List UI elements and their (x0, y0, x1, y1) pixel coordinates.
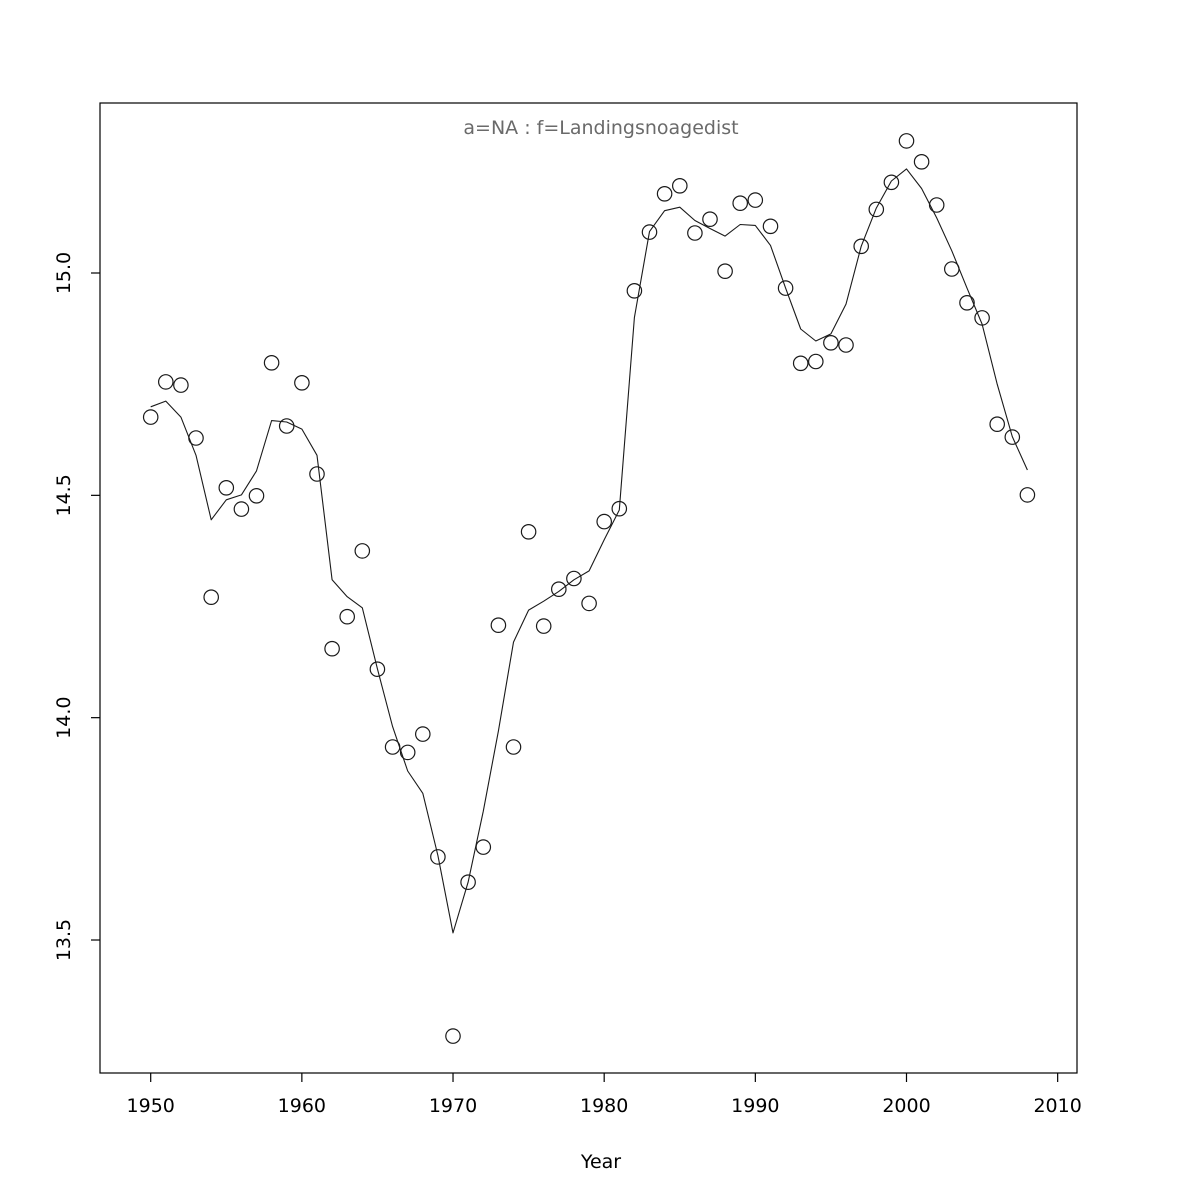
data-point (505, 739, 522, 755)
scatter-point-layer (142, 133, 1036, 1044)
y-axis-tick-label: 14.5 (53, 474, 75, 516)
data-point (158, 374, 174, 390)
data-point (838, 337, 854, 353)
data-point (1004, 429, 1021, 445)
data-point (823, 334, 839, 351)
data-point (324, 640, 340, 657)
data-point (354, 543, 371, 559)
x-axis-title: Year (580, 1151, 621, 1173)
data-point (717, 263, 733, 279)
data-point (656, 186, 673, 202)
data-point (278, 418, 295, 434)
data-point (414, 726, 431, 742)
data-point (142, 409, 159, 425)
x-axis-tick-label: 1990 (731, 1095, 779, 1117)
data-point (263, 354, 280, 371)
data-point (203, 589, 219, 605)
y-axis-tick-label: 15.0 (53, 252, 75, 294)
data-point (989, 416, 1005, 432)
x-axis-tick-label: 2010 (1033, 1095, 1081, 1117)
data-point (218, 479, 235, 496)
x-axis-tick-label: 1980 (580, 1095, 628, 1117)
data-point (566, 570, 582, 587)
y-axis-tick-label: 14.0 (53, 697, 75, 739)
data-point (928, 197, 945, 213)
data-point (898, 133, 915, 149)
data-point (475, 839, 492, 855)
data-point (853, 238, 869, 255)
data-point (626, 282, 643, 299)
data-point (430, 849, 446, 865)
x-axis-tick-label: 1950 (127, 1095, 175, 1117)
data-point (641, 224, 658, 240)
data-point (702, 211, 718, 227)
plot-title: a=NA : f=Landingsnoagedist (463, 117, 738, 139)
data-point (883, 174, 900, 191)
data-point (943, 261, 960, 277)
smooth-fit-line (150, 168, 1028, 934)
plot-frame (99, 102, 1078, 1074)
y-axis-tick-label: 13.5 (53, 919, 75, 961)
data-point (369, 661, 386, 677)
data-point (445, 1028, 461, 1044)
smooth-line-layer (150, 168, 1028, 934)
data-point (173, 377, 189, 393)
data-point (294, 374, 310, 391)
data-point (520, 523, 537, 540)
data-point (581, 595, 597, 612)
data-point (807, 353, 824, 370)
x-axis-tick-label: 1970 (429, 1095, 477, 1117)
data-point (460, 874, 476, 890)
data-point (490, 617, 507, 633)
data-point (868, 201, 885, 218)
data-point (959, 294, 975, 311)
data-point (611, 500, 628, 517)
data-point (233, 501, 250, 517)
data-point (974, 310, 990, 326)
data-point (913, 154, 930, 170)
data-point (671, 178, 688, 194)
x-axis: 1950 1960 1970 1980 1990 2000 2010 (127, 1073, 1082, 1117)
data-point (309, 466, 325, 482)
data-point (687, 225, 703, 241)
data-point (792, 355, 809, 372)
data-point (384, 739, 401, 755)
data-point (777, 280, 794, 296)
data-point (399, 744, 416, 761)
data-point (762, 218, 779, 235)
data-point (188, 430, 204, 446)
x-axis-tick-label: 2000 (882, 1095, 930, 1117)
data-point (339, 608, 355, 625)
data-point (747, 192, 764, 208)
data-point (732, 195, 748, 211)
data-point (248, 487, 265, 504)
y-axis: 13.5 14.0 14.5 15.0 (53, 252, 100, 961)
data-point (550, 581, 567, 597)
data-point (596, 513, 612, 530)
data-point (1019, 487, 1036, 503)
x-axis-tick-label: 1960 (278, 1095, 326, 1117)
data-point (535, 618, 552, 634)
